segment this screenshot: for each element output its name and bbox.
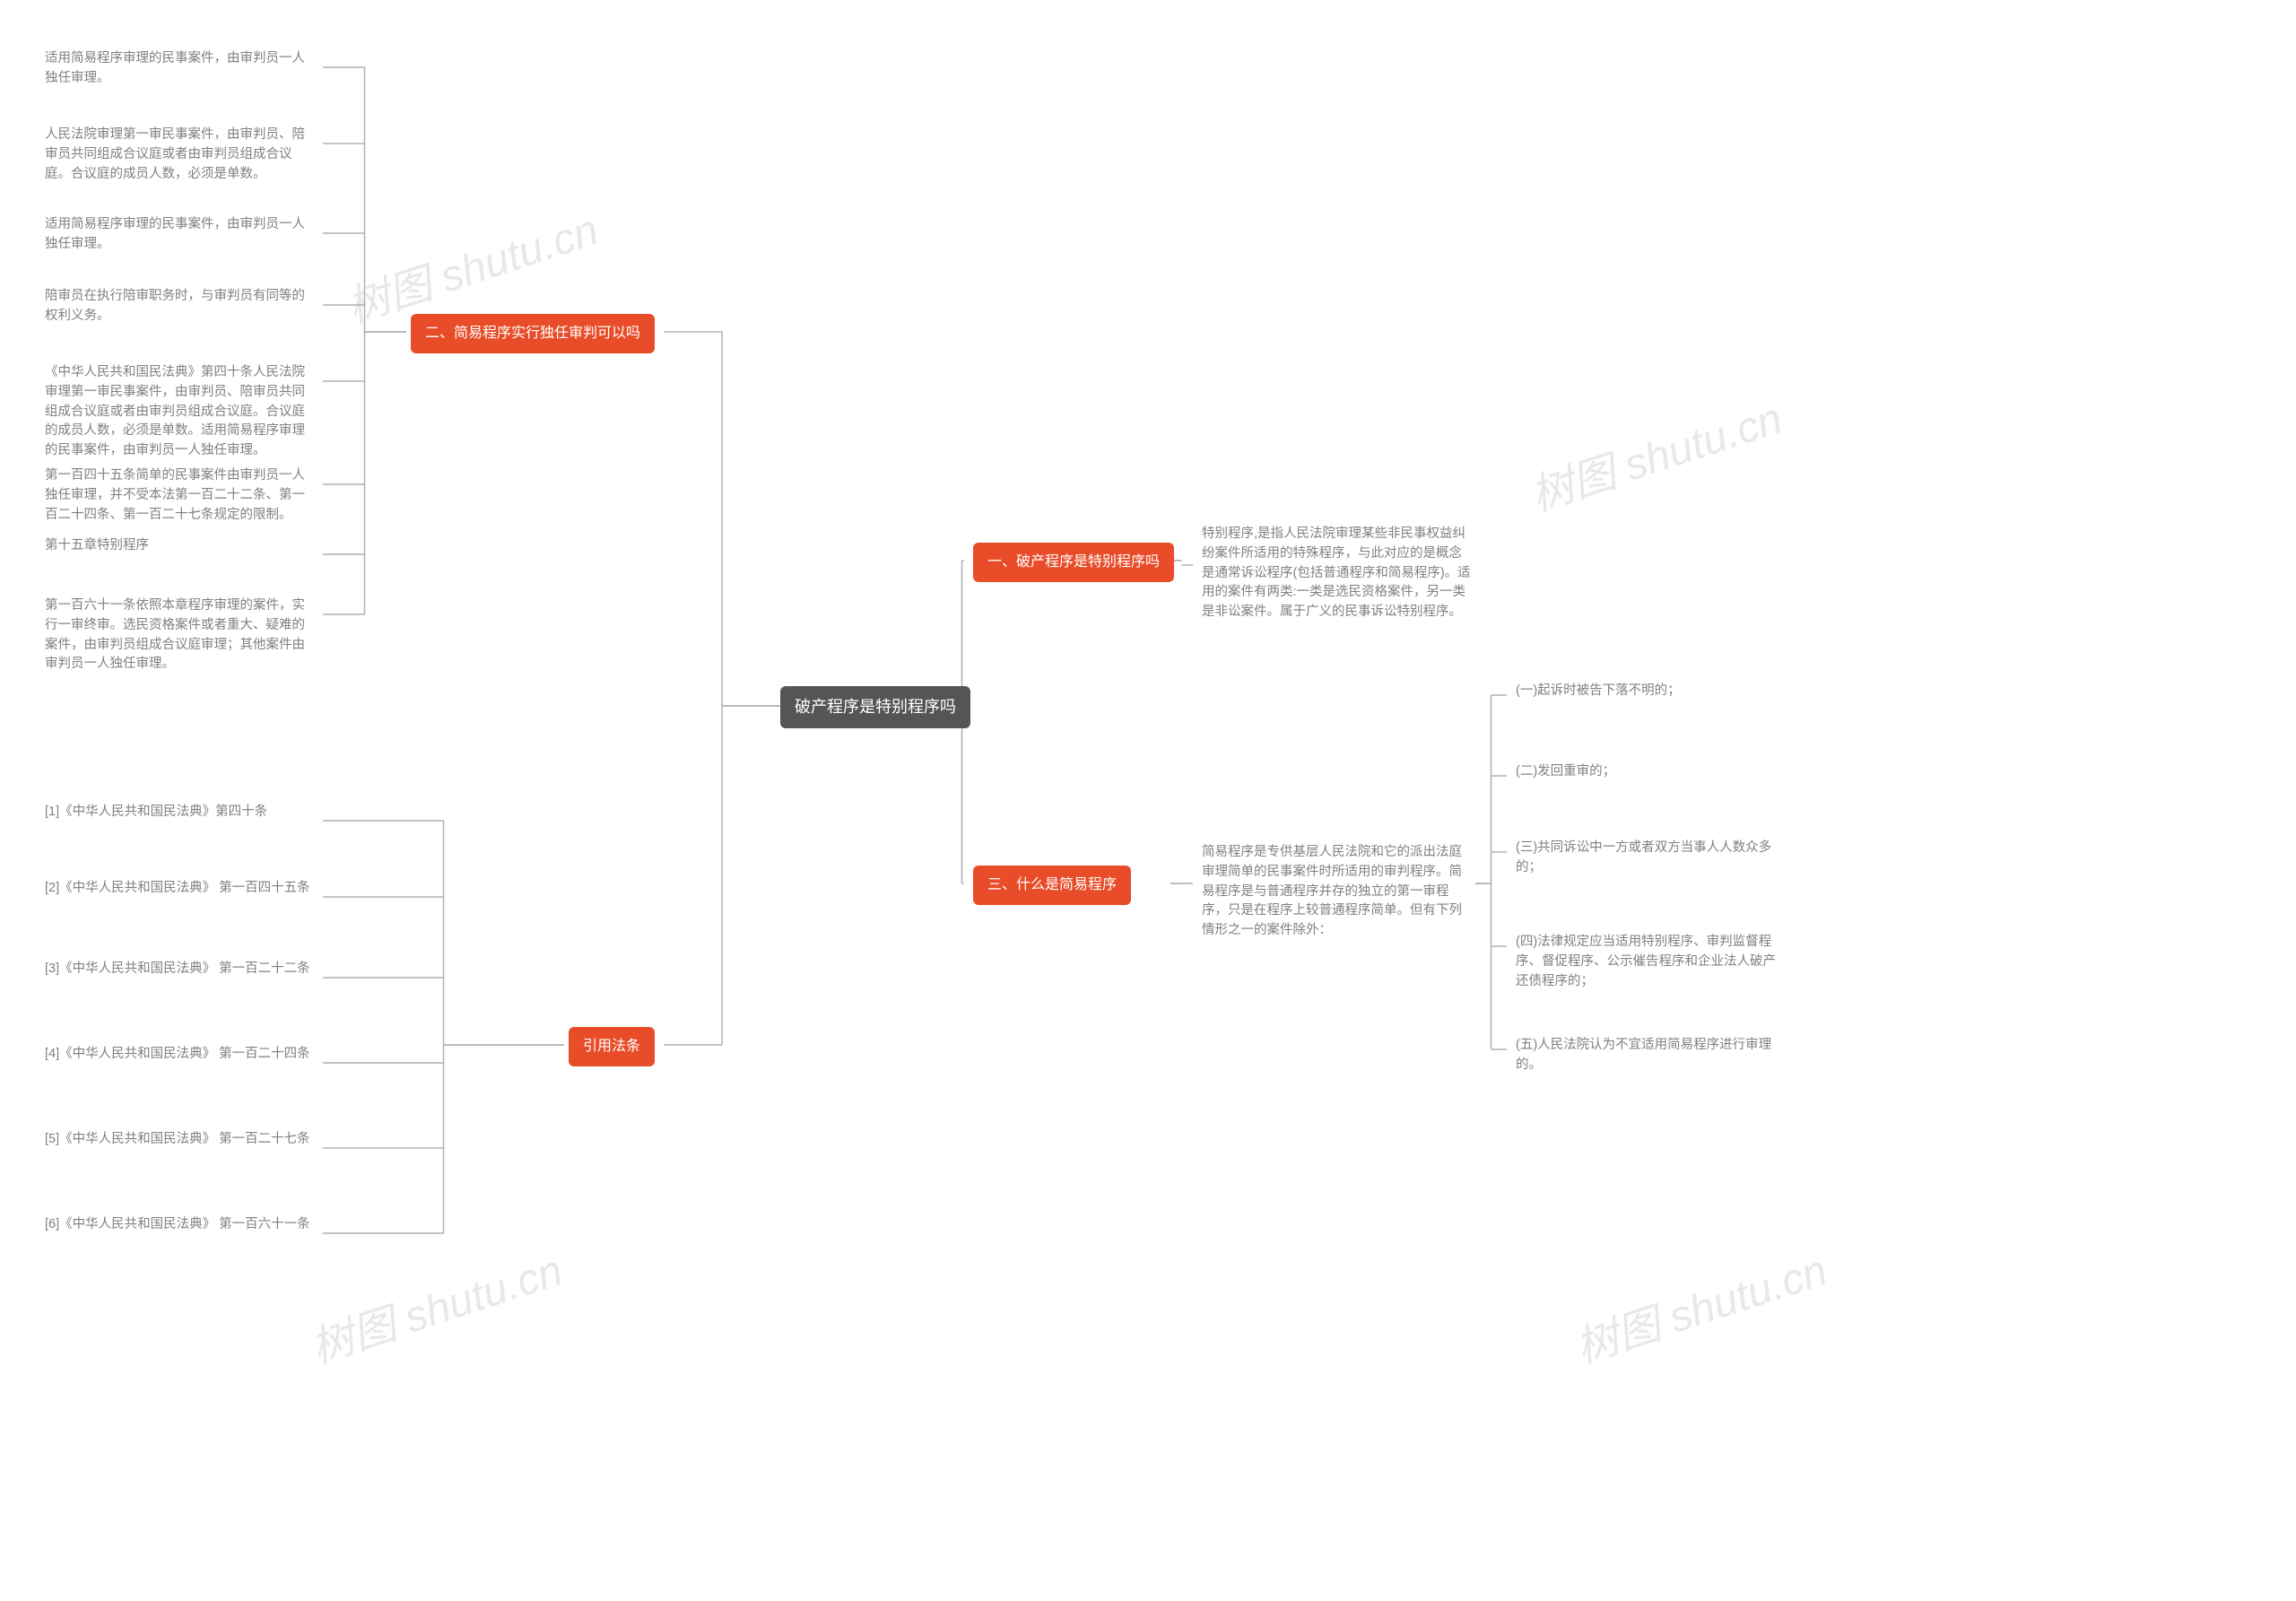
leaf-node: 适用简易程序审理的民事案件，由审判员一人独任审理。 [45,49,314,89]
leaf-node: 第一百四十五条简单的民事案件由审判员一人独任审理，并不受本法第一百二十二条、第一… [45,466,314,525]
leaf-node: 人民法院审理第一审民事案件，由审判员、陪审员共同组成合议庭或者由审判员组成合议庭… [45,126,314,184]
leaf-node: [4]《中华人民共和国民法典》 第一百二十四条 [45,1045,314,1065]
watermark: 树图 shutu.cn [301,1235,569,1375]
branch-node[interactable]: 三、什么是简易程序 [973,866,1131,905]
leaf-node: 适用简易程序审理的民事案件，由审判员一人独任审理。 [45,215,314,255]
leaf-node: 《中华人民共和国民法典》第四十条人民法院审理第一审民事案件，由审判员、陪审员共同… [45,363,314,461]
leaf-node: (四)法律规定应当适用特别程序、审判监督程序、督促程序、公示催告程序和企业法人破… [1516,933,1785,991]
leaf-node: [5]《中华人民共和国民法典》 第一百二十七条 [45,1130,314,1150]
leaf-node: [3]《中华人民共和国民法典》 第一百二十二条 [45,960,314,979]
branch-node[interactable]: 一、破产程序是特别程序吗 [973,543,1174,582]
branch-node[interactable]: 二、简易程序实行独任审判可以吗 [411,314,655,353]
leaf-node: [2]《中华人民共和国民法典》 第一百四十五条 [45,879,314,899]
leaf-node: [1]《中华人民共和国民法典》第四十条 [45,803,314,822]
leaf-node: (三)共同诉讼中一方或者双方当事人人数众多的； [1516,839,1785,878]
connector-layer [0,0,2296,1601]
watermark: 树图 shutu.cn [1521,383,1788,523]
leaf-node: (五)人民法院认为不宜适用简易程序进行审理的。 [1516,1036,1785,1075]
center-node[interactable]: 破产程序是特别程序吗 [780,686,970,728]
leaf-node: (二)发回重审的； [1516,762,1785,782]
leaf-node: 特别程序,是指人民法院审理某些非民事权益纠纷案件所适用的特殊程序，与此对应的是概… [1202,525,1471,622]
watermark: 树图 shutu.cn [1566,1235,1833,1375]
branch-node[interactable]: 引用法条 [569,1027,655,1066]
leaf-node: [6]《中华人民共和国民法典》 第一百六十一条 [45,1215,314,1235]
leaf-node: 第十五章特别程序 [45,536,314,556]
leaf-node: 第一百六十一条依照本章程序审理的案件，实行一审终审。选民资格案件或者重大、疑难的… [45,596,314,674]
mid-node: 简易程序是专供基层人民法院和它的派出法庭审理简单的民事案件时所适用的审判程序。简… [1202,843,1471,941]
leaf-node: (一)起诉时被告下落不明的； [1516,682,1785,701]
leaf-node: 陪审员在执行陪审职务时，与审判员有同等的权利义务。 [45,287,314,326]
